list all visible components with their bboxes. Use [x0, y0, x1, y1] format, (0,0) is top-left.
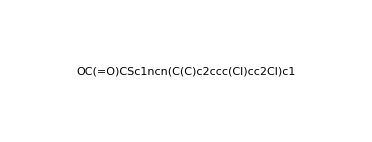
Text: OC(=O)CSc1ncn(C(C)c2ccc(Cl)cc2Cl)c1: OC(=O)CSc1ncn(C(C)c2ccc(Cl)cc2Cl)c1: [76, 66, 296, 76]
